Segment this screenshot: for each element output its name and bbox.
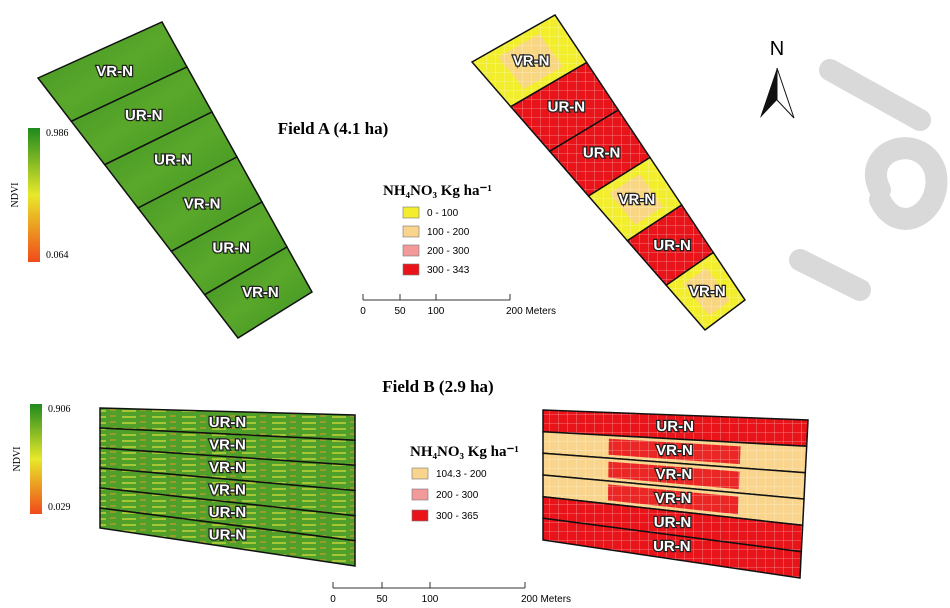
legend-label: 100 - 200 (427, 227, 470, 238)
scale-label: 100 (422, 594, 439, 605)
zone-label: UR-N (154, 151, 192, 168)
zone-label: UR-N (209, 504, 247, 521)
legend-label: 200 - 300 (427, 246, 470, 257)
zone-label: UR-N (213, 240, 251, 257)
scale-label: 200 Meters (506, 306, 556, 317)
watermark (800, 70, 936, 290)
zone-label: UR-N (125, 107, 163, 124)
zone-label: VR-N (655, 466, 692, 483)
zone-label: UR-N (583, 145, 621, 162)
legend-swatch (412, 489, 428, 500)
zone-label: VR-N (655, 490, 692, 507)
zone-label: UR-N (656, 418, 694, 435)
scale-label: 200 Meters (521, 594, 571, 605)
legend-swatch (403, 207, 419, 218)
field-title: Field B (2.9 ha) (382, 377, 493, 396)
ndvi-min: 0.064 (46, 250, 69, 261)
legend-swatch (403, 264, 419, 275)
ndvi-colorbar (28, 128, 40, 262)
zone-label: VR-N (184, 196, 221, 213)
zone-label: VR-N (513, 53, 550, 70)
ndvi-label: NDVI (10, 183, 21, 208)
legend-title: NH₄NO₃ Kg ha⁻¹ (383, 183, 492, 199)
scale-label: 100 (428, 306, 445, 317)
zone-label: VR-N (96, 63, 133, 80)
zone-label: UR-N (654, 514, 692, 531)
zone-label: VR-N (209, 482, 246, 499)
field-title: Field A (4.1 ha) (278, 119, 389, 138)
zone-label: VR-N (242, 284, 279, 301)
legend-label: 300 - 343 (427, 265, 470, 276)
legend-swatch (403, 245, 419, 256)
legend-label: 300 - 365 (436, 511, 479, 522)
ndvi-colorbar (30, 404, 42, 514)
ndvi-label: NDVI (12, 447, 23, 472)
ndvi-max: 0.986 (46, 128, 69, 139)
north-label: N (770, 38, 784, 60)
scale-label: 50 (376, 594, 388, 605)
zone-label: VR-N (619, 191, 656, 208)
scale-label: 50 (394, 306, 406, 317)
legend-swatch (412, 468, 428, 479)
legend-title: NH₄NO₃ Kg ha⁻¹ (410, 444, 519, 460)
zone-label: UR-N (548, 99, 586, 116)
figure: VR-N UR-N UR-N VR-N UR-N VR-N VR-N UR-N UR-N VR-N… (0, 0, 950, 608)
zone-label: UR-N (209, 414, 247, 431)
zone-label: VR-N (656, 442, 693, 459)
legend-label: 104.3 - 200 (436, 469, 487, 480)
zone-label: UR-N (653, 237, 691, 254)
north-arrow: N (760, 38, 794, 118)
zone-label: VR-N (689, 283, 726, 300)
ndvi-max: 0.906 (48, 404, 71, 415)
legend-label: 0 - 100 (427, 208, 459, 219)
zone-label: VR-N (209, 459, 246, 476)
zone-label: VR-N (209, 436, 246, 453)
zone-label: UR-N (653, 538, 691, 555)
scale-label: 0 (330, 594, 336, 605)
layer: VR-N UR-N UR-N VR-N UR-N VR-N VR-N UR-N UR-N VR-N… (10, 15, 808, 605)
legend-swatch (403, 226, 419, 237)
legend-label: 200 - 300 (436, 490, 479, 501)
zone-label: UR-N (209, 527, 247, 544)
legend-swatch (412, 510, 428, 521)
ndvi-min: 0.029 (48, 502, 71, 513)
scale-label: 0 (360, 306, 366, 317)
